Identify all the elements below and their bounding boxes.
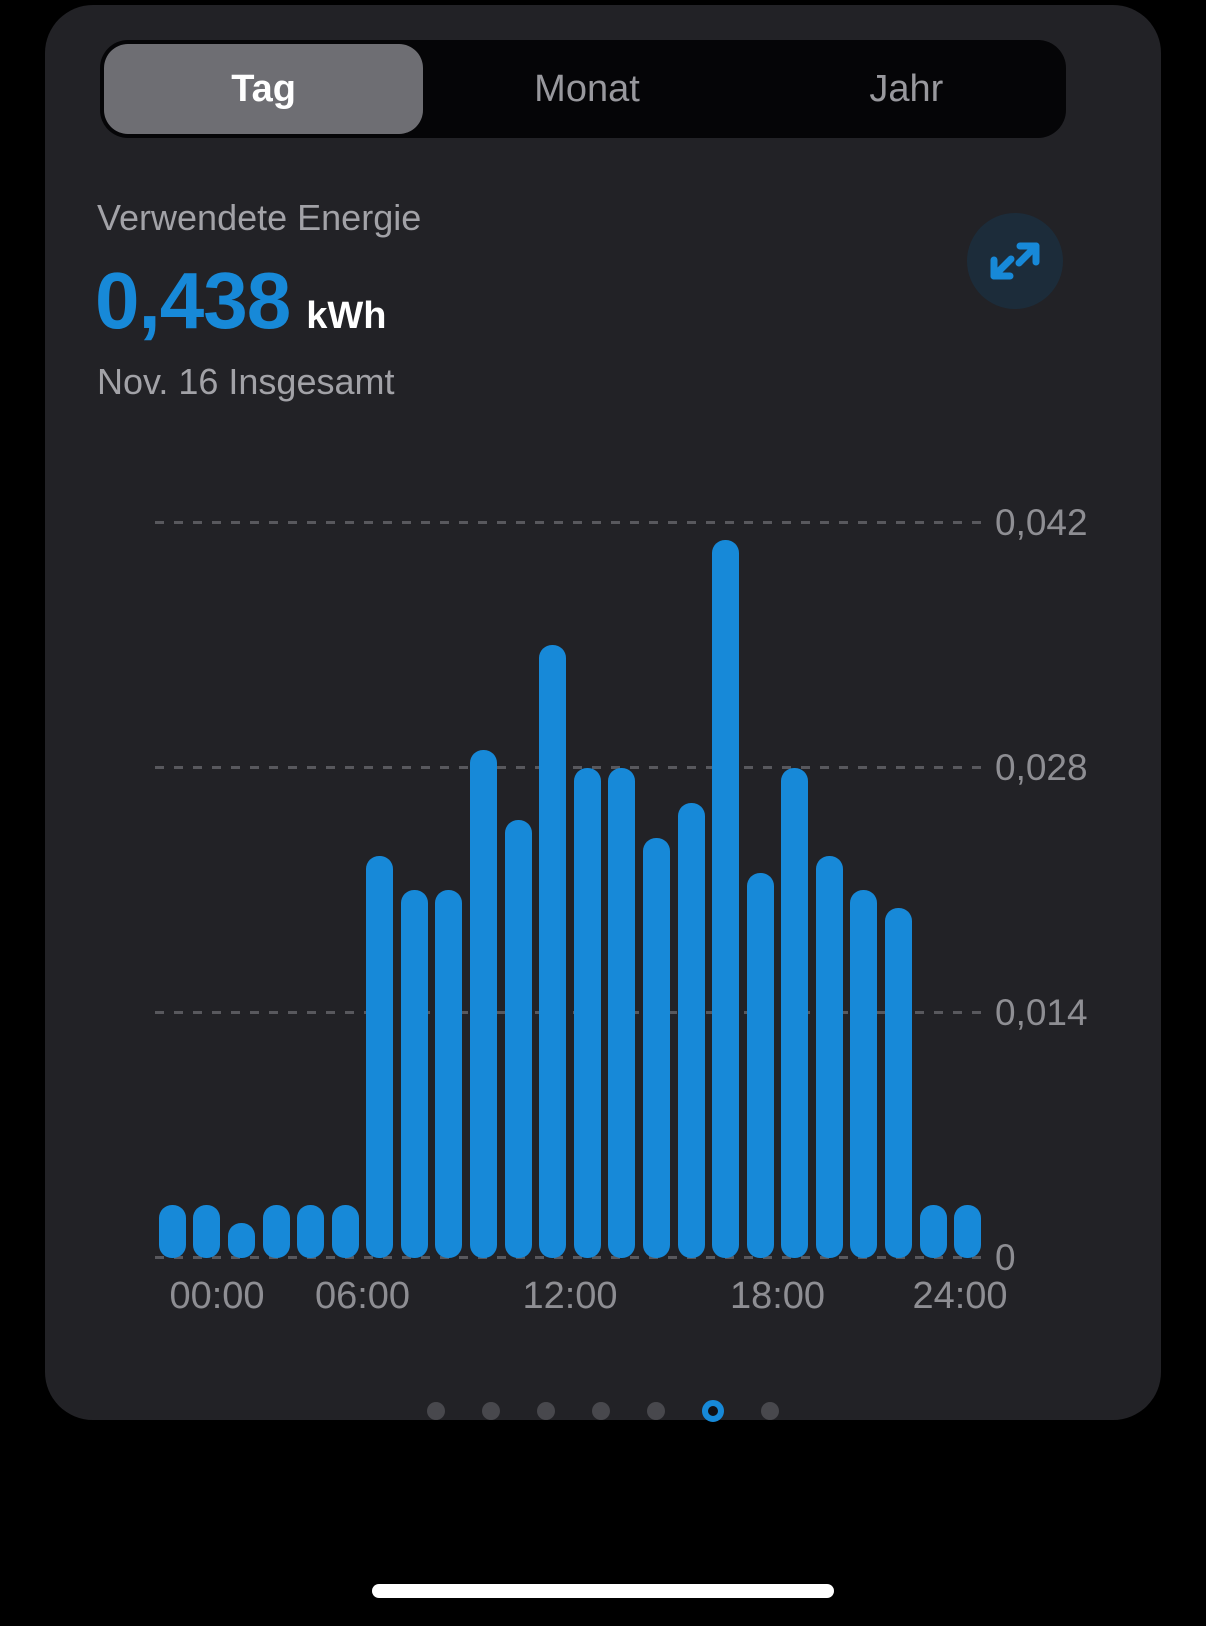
page-dot[interactable]: [761, 1402, 779, 1420]
bar-02:00[interactable]: [227, 1223, 255, 1258]
bar-13:00[interactable]: [608, 768, 636, 1258]
bar-07:00[interactable]: [400, 890, 428, 1258]
energy-subtitle: Nov. 16 Insgesamt: [97, 361, 395, 402]
energy-unit: kWh: [306, 295, 387, 337]
time-range-segmented-control: Tag Monat Jahr: [100, 40, 1066, 138]
bar-10:00[interactable]: [504, 820, 532, 1258]
bar-00:00[interactable]: [158, 1205, 186, 1258]
bar-16:00[interactable]: [712, 540, 740, 1258]
page-dot[interactable]: [482, 1402, 500, 1420]
y-axis-label: 0,042: [995, 502, 1088, 543]
bar-19:00[interactable]: [815, 856, 843, 1258]
home-indicator[interactable]: [372, 1584, 834, 1598]
bar-14:00[interactable]: [642, 838, 670, 1258]
y-axis-label: 0: [995, 1237, 1016, 1278]
y-axis-label: 0,028: [995, 747, 1088, 788]
x-axis-label: 24:00: [912, 1275, 1008, 1317]
bar-05:00[interactable]: [331, 1205, 359, 1258]
expand-arrows-icon: [990, 242, 1040, 280]
tab-monat[interactable]: Monat: [534, 67, 640, 110]
bar-20:00[interactable]: [850, 890, 878, 1258]
energy-value-row: 0,438 kWh: [95, 255, 386, 347]
page-dots: [45, 1400, 1161, 1422]
x-axis-label: 00:00: [169, 1275, 265, 1317]
page-title: Verwendete Energie: [97, 197, 422, 238]
tab-jahr[interactable]: Jahr: [869, 67, 944, 110]
expand-button[interactable]: [967, 213, 1063, 309]
bar-22:00[interactable]: [919, 1205, 947, 1258]
gridline-0,042: [155, 521, 985, 524]
bar-09:00[interactable]: [470, 750, 498, 1258]
tab-tag[interactable]: Tag: [104, 44, 424, 134]
bar-15:00[interactable]: [677, 803, 705, 1258]
bar-chart: 0 0,014 0,028 0,042 00:00 06:00 12:00 18:00 24:0…: [155, 502, 1151, 1317]
gridline-0,014: [155, 1011, 985, 1014]
page-dot[interactable]: [647, 1402, 665, 1420]
bar-11:00[interactable]: [539, 645, 567, 1258]
bar-12:00[interactable]: [573, 768, 601, 1258]
bar-03:00[interactable]: [262, 1205, 290, 1258]
bar-08:00[interactable]: [435, 890, 463, 1258]
page-dot[interactable]: [427, 1402, 445, 1420]
gridline-0: [155, 1256, 985, 1259]
bar-21:00[interactable]: [885, 908, 913, 1258]
energy-card: Tag Monat Jahr Verwendete Energie 0,438 …: [45, 5, 1161, 1422]
bar-06:00[interactable]: [366, 856, 394, 1258]
energy-value: 0,438: [95, 256, 291, 345]
page-dot-active[interactable]: [702, 1400, 724, 1422]
page-dot[interactable]: [537, 1402, 555, 1420]
x-axis-label: 12:00: [522, 1275, 618, 1317]
gridline-0,028: [155, 766, 985, 769]
bar-17:00[interactable]: [746, 873, 774, 1258]
bar-01:00[interactable]: [193, 1205, 221, 1258]
bar-23:00[interactable]: [954, 1205, 982, 1258]
bar-04:00[interactable]: [297, 1205, 325, 1258]
bar-18:00[interactable]: [781, 768, 809, 1258]
bar-chart-plot: [155, 521, 985, 1259]
x-axis-label: 18:00: [729, 1275, 826, 1317]
x-axis-label: 06:00: [314, 1275, 411, 1317]
page-dot[interactable]: [592, 1402, 610, 1420]
y-axis-label: 0,014: [995, 992, 1088, 1033]
